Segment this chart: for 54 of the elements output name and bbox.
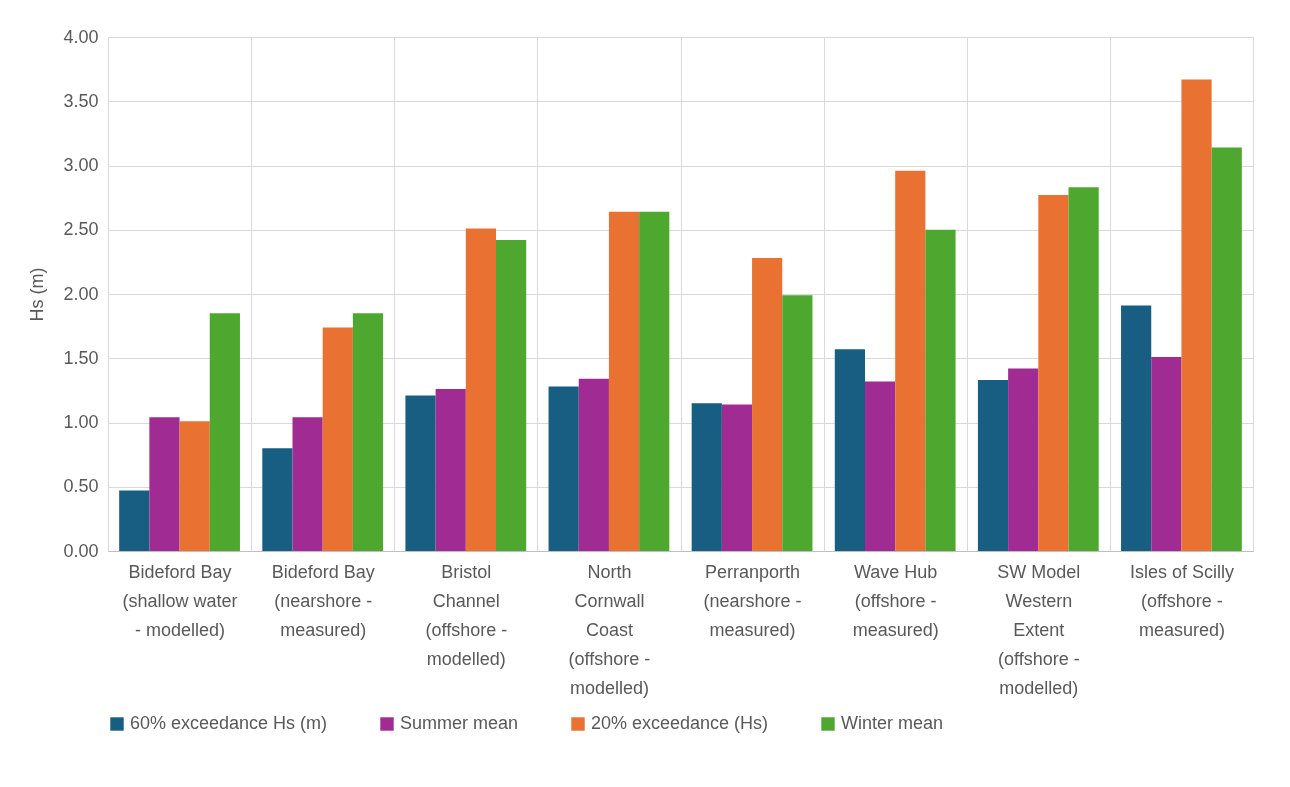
bar [1151, 356, 1182, 551]
legend-label: Winter mean [841, 713, 944, 733]
y-tick-label: 2.50 [63, 219, 99, 240]
bar [119, 490, 150, 551]
bar [752, 258, 783, 551]
x-tick-label: Bideford Bay (nearshore - measured) [271, 561, 375, 640]
bar [1181, 79, 1212, 551]
bar [465, 228, 497, 551]
y-tick-label: 0.50 [63, 476, 99, 497]
bar [262, 448, 293, 551]
bar [405, 395, 436, 551]
bar [925, 229, 956, 551]
x-tick-label: Bideford Bay (shallow water - modelled) [122, 561, 238, 640]
bar [608, 211, 640, 551]
bar [834, 349, 865, 551]
x-tick-label: North Cornwall Coast (offshore - modelled) [568, 561, 651, 698]
x-tick-label: SW Model Western Extent (offshore - modelled) [997, 561, 1081, 698]
x-tick-label: Isles of Scilly (offshore - measured) [1129, 561, 1234, 640]
bar [1121, 305, 1152, 551]
bar [864, 381, 896, 551]
bar [496, 240, 527, 551]
bar [149, 417, 180, 551]
bar [292, 417, 323, 551]
legend-label: 60% exceedance Hs (m) [130, 713, 328, 733]
y-tick-label: 1.50 [63, 347, 99, 368]
bar [1068, 187, 1099, 551]
x-tick-label: Wave Hub (offshore - measured) [852, 561, 939, 640]
bar [895, 170, 926, 551]
bar [782, 295, 813, 551]
x-tick-label: Perranporth (nearshore - measured) [703, 561, 802, 640]
bar [435, 389, 466, 551]
bar [322, 327, 353, 551]
x-tick-label: Bristol Channel (offshore - modelled) [425, 561, 508, 669]
bar [578, 378, 609, 551]
y-tick-label: 3.50 [63, 90, 99, 111]
bar [1038, 195, 1069, 551]
bar [179, 421, 210, 551]
bar [639, 211, 670, 551]
bar [691, 403, 722, 551]
y-axis-title: Hs (m) [27, 267, 48, 322]
bar [209, 313, 240, 551]
y-tick-label: 1.00 [63, 412, 99, 432]
bar [1008, 368, 1039, 551]
y-tick-label: 3.00 [63, 155, 99, 175]
bar [548, 386, 579, 551]
legend-label: 20% exceedance (Hs) [591, 713, 769, 733]
bar [352, 313, 384, 551]
bar [1211, 147, 1242, 551]
y-tick-label: 2.00 [63, 283, 99, 304]
y-tick-label: 4.00 [63, 26, 99, 47]
y-tick-label: 0.00 [63, 540, 99, 561]
legend-label: Summer mean [400, 713, 519, 733]
bar [721, 404, 753, 551]
bar [977, 380, 1009, 551]
